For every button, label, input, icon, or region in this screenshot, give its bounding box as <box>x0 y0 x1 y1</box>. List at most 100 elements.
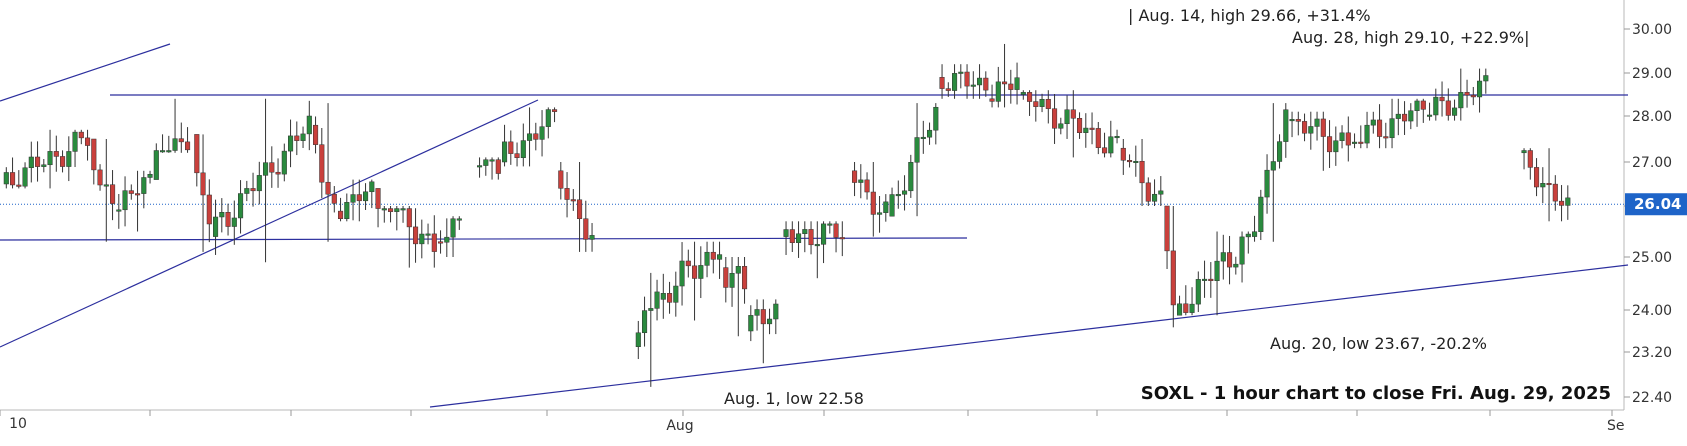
candle-body <box>685 260 691 267</box>
candle-body <box>808 229 814 246</box>
candle-body <box>1027 92 1033 102</box>
candle-body <box>97 169 103 186</box>
candle-body <box>103 184 109 187</box>
candle-body <box>1308 126 1314 134</box>
last-price-label: 26.04 <box>1634 195 1681 213</box>
candle-body <box>1252 231 1258 237</box>
candle-body <box>477 165 483 168</box>
candle-body <box>773 303 779 320</box>
candle-body <box>1177 303 1183 316</box>
candle-body <box>344 202 350 220</box>
candle-body <box>1420 100 1426 110</box>
candle-body <box>47 151 53 166</box>
candle-body <box>870 191 876 215</box>
candle-body <box>53 151 59 157</box>
candle-body <box>983 77 989 91</box>
candle-body <box>1339 132 1345 141</box>
candle-body <box>495 159 501 174</box>
x-tick-label: Aug <box>666 418 693 434</box>
candle-body <box>413 226 419 245</box>
candle-body <box>122 190 128 211</box>
candle-body <box>1395 113 1401 119</box>
candle-body <box>1302 121 1308 134</box>
candle-body <box>783 229 789 237</box>
last-price-marker <box>1625 193 1687 216</box>
candle-body <box>1014 77 1020 90</box>
candle-body <box>520 140 526 158</box>
candle-body <box>889 194 895 217</box>
candle-body <box>952 73 958 91</box>
candle-body <box>552 109 558 112</box>
candle-body <box>91 138 97 171</box>
candle-body <box>729 273 735 288</box>
candle-body <box>200 172 206 196</box>
candle-body <box>135 193 141 196</box>
candle-body <box>1402 113 1408 122</box>
candle-body <box>1358 141 1364 144</box>
trend-line <box>0 237 968 241</box>
candle-body <box>1195 279 1201 305</box>
candle-body <box>748 315 754 332</box>
price-annotation: Aug. 20, low 23.67, -20.2% <box>1270 334 1487 353</box>
candle-body <box>1314 118 1320 127</box>
candle-body <box>1458 92 1464 109</box>
candle-body <box>883 201 889 213</box>
y-tick-label: 25.00 <box>1632 250 1672 266</box>
candle-body <box>1289 119 1295 122</box>
candle-body <box>394 208 400 212</box>
candle-body <box>964 71 970 87</box>
candle-body <box>1139 160 1145 184</box>
candle-body <box>1052 108 1058 129</box>
x-tick-label: 10 <box>9 416 27 432</box>
candle-body <box>1202 278 1208 281</box>
candle-body <box>939 77 945 89</box>
candle-body <box>28 156 34 169</box>
candle-body <box>1220 252 1226 262</box>
candle-body <box>1383 136 1389 139</box>
candle-body <box>723 267 729 288</box>
candle-body <box>1433 96 1439 116</box>
candle-body <box>438 241 444 244</box>
candle-body <box>1245 233 1251 238</box>
candle-body <box>767 318 773 325</box>
candle-body <box>338 210 344 220</box>
candle-body <box>1470 94 1476 98</box>
candle-body <box>1559 200 1565 206</box>
candle-body <box>388 208 394 212</box>
candle-body <box>1565 197 1571 206</box>
candle-body <box>1183 303 1189 313</box>
candle-body <box>679 260 685 287</box>
candle-body <box>1008 83 1014 90</box>
candle-body <box>1327 136 1333 153</box>
candle-body <box>570 199 576 202</box>
candle-body <box>858 179 864 183</box>
candle-body <box>827 223 833 226</box>
candle-body <box>654 291 660 309</box>
candle-body <box>1120 147 1126 161</box>
candle-body <box>877 212 883 215</box>
candle-body <box>760 309 766 325</box>
candle-body <box>914 137 920 163</box>
candle-body <box>300 133 306 141</box>
candle-body <box>1477 80 1483 98</box>
candle-body <box>160 150 166 153</box>
candle-body <box>178 138 184 143</box>
candle-body <box>796 233 802 243</box>
candle-body <box>425 233 431 236</box>
candle-body <box>213 216 219 237</box>
candle-body <box>742 266 748 290</box>
candle-body <box>1152 193 1158 202</box>
candle-body <box>789 229 795 243</box>
candle-body <box>989 98 995 102</box>
trend-line <box>0 43 171 102</box>
candle-body <box>1270 161 1276 171</box>
price-annotation: Aug. 1, low 22.58 <box>724 389 864 408</box>
x-tick-label: Se <box>1607 418 1625 434</box>
candle-body <box>22 167 28 187</box>
candle-body <box>970 84 976 87</box>
candle-body <box>35 156 41 167</box>
candle-body <box>1364 124 1370 144</box>
candle-body <box>275 171 281 175</box>
candle-body <box>281 150 287 175</box>
